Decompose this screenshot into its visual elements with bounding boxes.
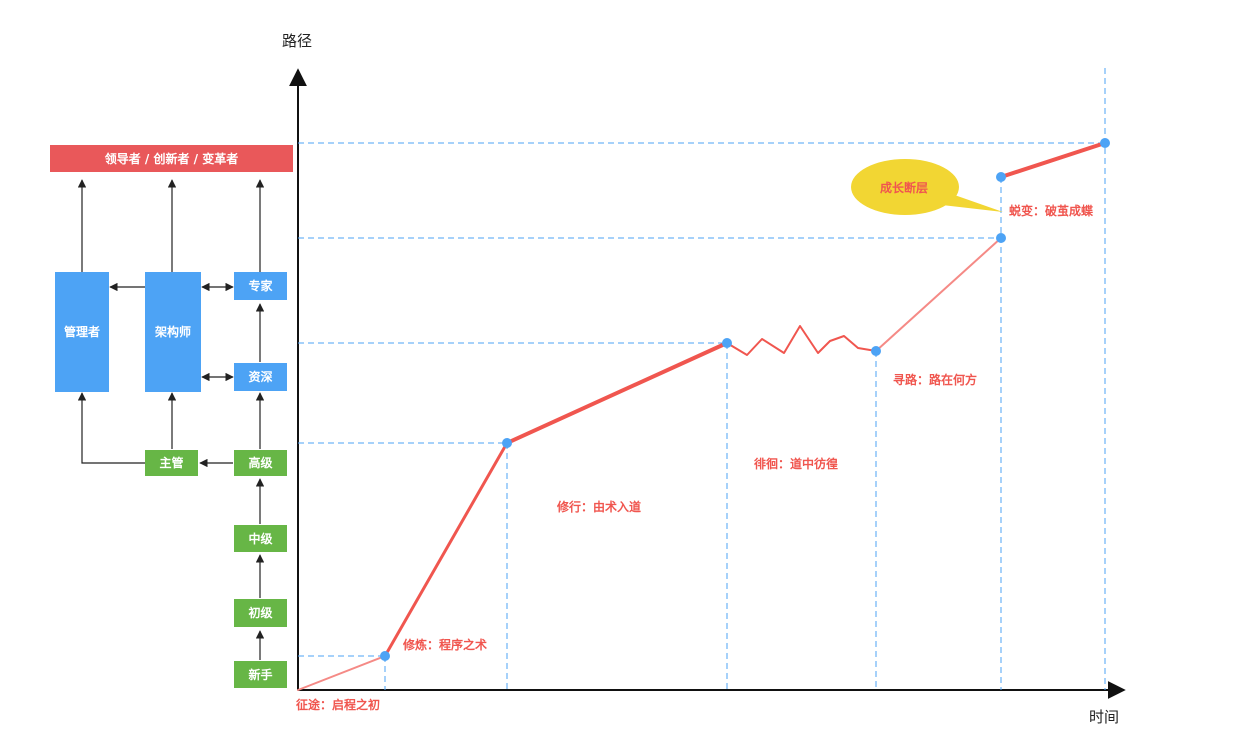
hierarchy-arrows xyxy=(77,179,265,660)
senior-box: 高级 xyxy=(234,450,287,476)
growth-curve xyxy=(297,141,1107,691)
stage-start: 征途：启程之初 xyxy=(296,698,381,712)
vertical-guides xyxy=(384,68,1106,690)
callout-text: 成长断层 xyxy=(880,181,929,195)
supervisor-box: 主管 xyxy=(145,450,198,476)
callout-bubble-ellipse xyxy=(851,159,959,215)
junior-box: 初级 xyxy=(234,599,287,627)
stage-practice: 修炼：程序之术 xyxy=(403,638,488,652)
middle-box: 中级 xyxy=(234,525,287,552)
stage-cultivate: 修行：由术入道 xyxy=(557,500,642,514)
curve-points xyxy=(380,138,1110,661)
stage-seek: 寻路：路在何方 xyxy=(893,373,978,387)
senior-expert-box: 资深 xyxy=(234,363,287,391)
callout-bubble xyxy=(942,192,1003,212)
stage-transform: 蜕变：破茧成蝶 xyxy=(1009,204,1094,218)
horizontal-guides xyxy=(298,142,1105,657)
y-axis-label: 路径 xyxy=(282,32,313,50)
x-axis-label: 时间 xyxy=(1089,708,1120,726)
architect-box: 架构师 xyxy=(145,272,201,392)
stage-wander: 徘徊：道中彷徨 xyxy=(754,457,839,471)
leader-banner: 领导者 / 创新者 / 变革者 xyxy=(50,145,293,172)
expert-box: 专家 xyxy=(234,272,287,300)
newbie-box: 新手 xyxy=(234,661,287,688)
manager-box: 管理者 xyxy=(55,272,109,392)
